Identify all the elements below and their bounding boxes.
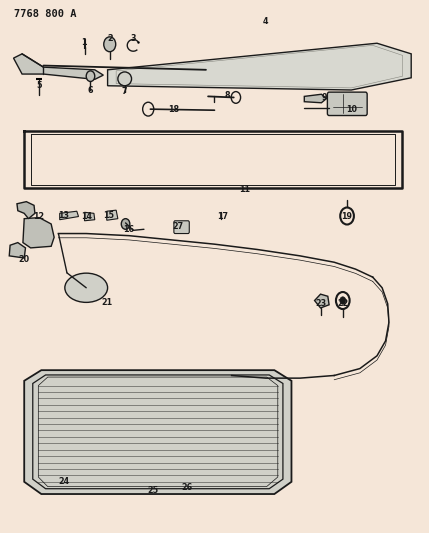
- Polygon shape: [14, 54, 103, 79]
- Text: 23: 23: [315, 299, 326, 308]
- Polygon shape: [17, 201, 35, 219]
- Polygon shape: [304, 94, 326, 103]
- Text: 9: 9: [322, 93, 328, 102]
- Circle shape: [86, 71, 95, 82]
- Text: 21: 21: [101, 298, 112, 307]
- Text: 26: 26: [181, 483, 192, 492]
- Text: 17: 17: [218, 212, 229, 221]
- Polygon shape: [24, 370, 291, 494]
- Text: 7768 800 A: 7768 800 A: [14, 9, 76, 19]
- Text: 7: 7: [122, 86, 127, 95]
- Text: 14: 14: [81, 212, 92, 221]
- Text: 19: 19: [341, 212, 353, 221]
- Text: 11: 11: [239, 185, 250, 195]
- Text: 5: 5: [36, 81, 42, 90]
- Circle shape: [340, 297, 346, 304]
- Circle shape: [104, 37, 116, 52]
- Text: 2: 2: [107, 35, 112, 44]
- Polygon shape: [314, 294, 329, 308]
- Text: 10: 10: [346, 104, 357, 114]
- Ellipse shape: [65, 273, 108, 302]
- Text: 6: 6: [88, 85, 93, 94]
- Polygon shape: [60, 211, 79, 220]
- Text: 1: 1: [82, 38, 87, 47]
- Polygon shape: [85, 212, 95, 221]
- Polygon shape: [9, 243, 25, 258]
- Text: 18: 18: [168, 104, 179, 114]
- FancyBboxPatch shape: [174, 221, 189, 233]
- Text: 22: 22: [337, 299, 348, 308]
- Text: 24: 24: [58, 477, 69, 486]
- Text: 15: 15: [103, 211, 114, 220]
- FancyBboxPatch shape: [327, 92, 367, 116]
- Text: 20: 20: [18, 255, 30, 263]
- Text: 16: 16: [124, 225, 134, 234]
- Text: 12: 12: [33, 212, 45, 221]
- Polygon shape: [107, 210, 118, 220]
- Text: 4: 4: [263, 18, 269, 27]
- Ellipse shape: [118, 72, 132, 86]
- Text: 3: 3: [130, 35, 136, 44]
- Text: 8: 8: [224, 91, 230, 100]
- Polygon shape: [108, 43, 411, 90]
- Text: 27: 27: [172, 222, 184, 231]
- Text: 13: 13: [58, 211, 69, 220]
- Circle shape: [121, 219, 130, 229]
- Text: 25: 25: [147, 486, 158, 495]
- Polygon shape: [23, 217, 54, 248]
